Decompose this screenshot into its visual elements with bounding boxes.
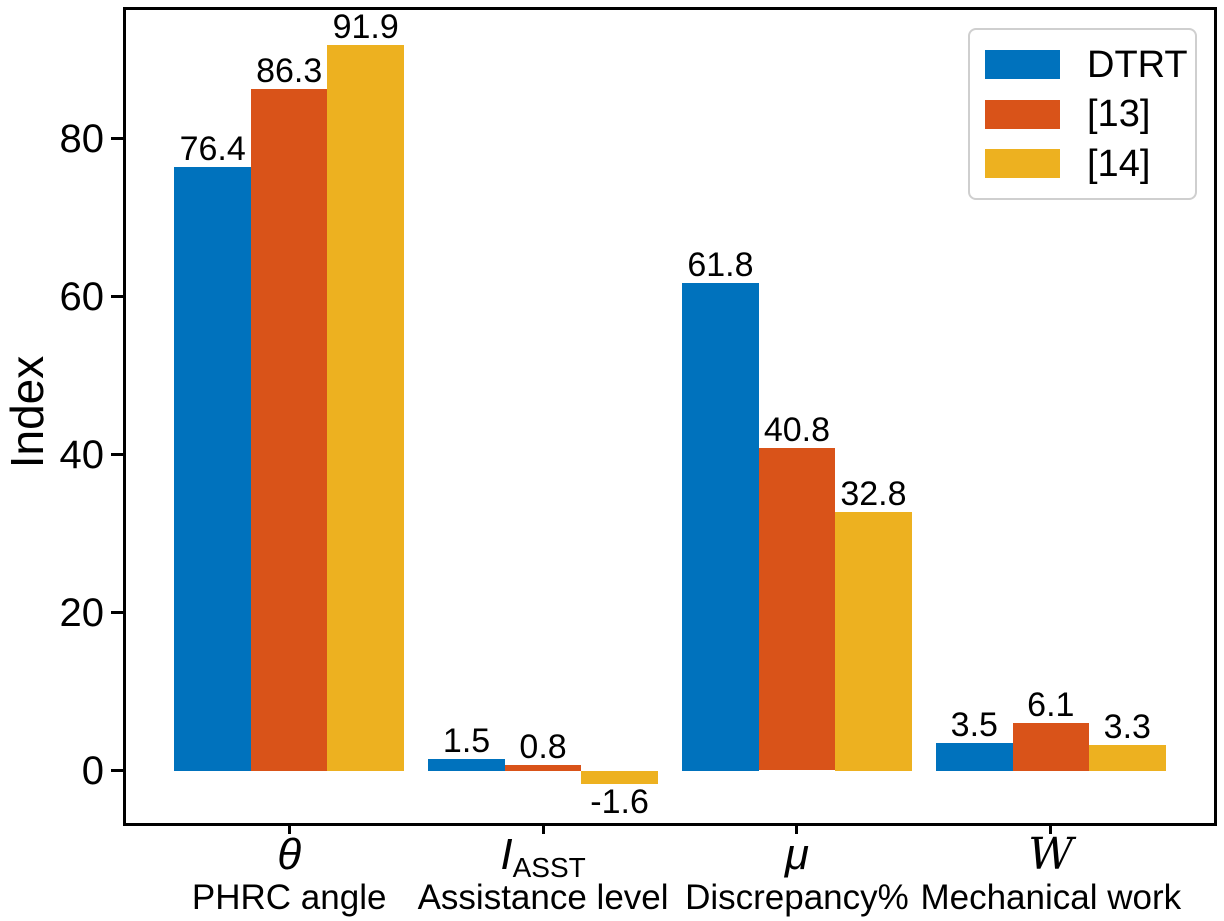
x-tick-symbol: IASST <box>500 833 585 882</box>
bar-value-label: 0.8 <box>519 727 567 766</box>
bar <box>251 89 327 771</box>
legend-label: [14] <box>1087 142 1151 185</box>
x-tick-mark <box>541 823 545 834</box>
legend-label: [13] <box>1087 93 1151 135</box>
bar <box>505 765 581 771</box>
bar <box>835 512 912 771</box>
bar <box>174 167 251 771</box>
category-symbol: W <box>1028 829 1074 880</box>
bar-value-label: 32.8 <box>840 474 907 513</box>
x-tick-sublabel: Discrepancy% <box>685 878 909 917</box>
x-tick-mark <box>1049 823 1053 834</box>
y-tick-label: 20 <box>59 590 105 635</box>
x-tick-symbol: μ <box>785 833 809 877</box>
y-tick-label: 80 <box>59 116 105 161</box>
x-tick-mark <box>287 823 291 834</box>
bar <box>428 759 505 771</box>
bar <box>581 771 658 784</box>
bar <box>1089 745 1166 771</box>
y-tick-mark <box>111 453 123 457</box>
y-tick-mark <box>111 137 123 141</box>
bar <box>759 448 835 770</box>
x-tick-sublabel: Assistance level <box>417 878 669 917</box>
y-tick-mark <box>111 611 123 615</box>
bar-value-label: 91.9 <box>332 7 399 46</box>
bar <box>1013 723 1089 771</box>
category-symbol-subscript: ASST <box>512 852 586 883</box>
bar <box>682 283 759 771</box>
y-tick-label: 60 <box>59 274 105 319</box>
bar <box>936 743 1013 771</box>
bar-value-label: 76.4 <box>179 130 246 169</box>
legend-swatch <box>985 99 1060 129</box>
y-tick-mark <box>111 295 123 299</box>
legend-entry: DTRT <box>970 46 1195 84</box>
legend-label: DTRT <box>1087 43 1188 86</box>
bar-value-label: 3.5 <box>950 706 998 745</box>
y-tick-label: 40 <box>59 432 105 477</box>
bar <box>327 45 404 771</box>
x-tick-symbol: θ <box>277 833 301 877</box>
x-tick-sublabel: PHRC angle <box>191 878 387 917</box>
x-tick-symbol: W <box>1028 833 1073 877</box>
bar-value-label: 3.3 <box>1103 707 1151 746</box>
bar-value-label: 61.8 <box>687 245 754 284</box>
legend: DTRT [13] [14] <box>968 28 1197 200</box>
bar-value-label: -1.6 <box>590 783 649 822</box>
bar-value-label: 1.5 <box>442 722 491 760</box>
legend-entry: [14] <box>970 145 1195 183</box>
bar-value-label: 40.8 <box>763 411 831 450</box>
category-symbol: μ <box>784 830 809 879</box>
category-symbol: θ <box>277 830 302 879</box>
legend-entry: [13] <box>970 95 1195 133</box>
bar-value-label: 86.3 <box>256 52 323 90</box>
x-tick-mark <box>795 823 799 834</box>
y-tick-mark <box>111 769 123 773</box>
y-tick-label: 0 <box>81 748 104 793</box>
legend-swatch <box>985 50 1060 79</box>
category-symbol: I <box>500 830 513 879</box>
x-tick-sublabel: Mechanical work <box>920 878 1182 917</box>
legend-swatch <box>985 149 1060 178</box>
bar-value-label: 6.1 <box>1027 685 1075 724</box>
